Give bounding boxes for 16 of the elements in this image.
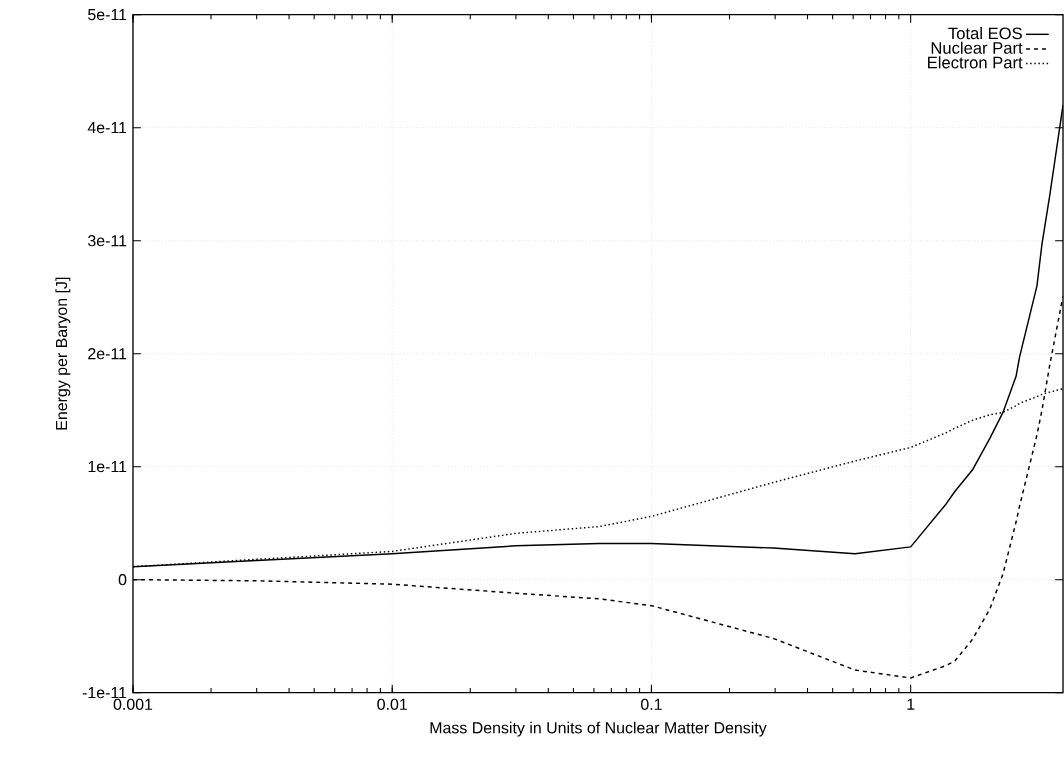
y-axis-title: Energy per Baryon [J]	[55, 277, 71, 430]
x-tick-label: 0.01	[377, 698, 407, 710]
x-tick-label: 1	[907, 698, 915, 710]
legend-label: Total EOS	[948, 27, 1022, 40]
legend-label: Nuclear Part	[931, 41, 1023, 54]
y-tick-label: 5e-11	[88, 9, 127, 21]
x-tick-label: 0.1	[640, 698, 662, 710]
y-tick-label: 1e-11	[88, 461, 127, 473]
y-tick-label: 0	[118, 574, 127, 586]
y-tick-label: -1e-11	[82, 687, 127, 699]
x-tick-label: 0.001	[113, 698, 153, 710]
legend-label: Electron Part	[928, 56, 1023, 69]
y-tick-label: 3e-11	[87, 235, 127, 247]
y-tick-label: 4e-11	[87, 122, 127, 134]
y-tick-label: 2e-11	[88, 348, 127, 360]
x-axis-title: Mass Density in Units of Nuclear Matter Density	[430, 721, 767, 737]
